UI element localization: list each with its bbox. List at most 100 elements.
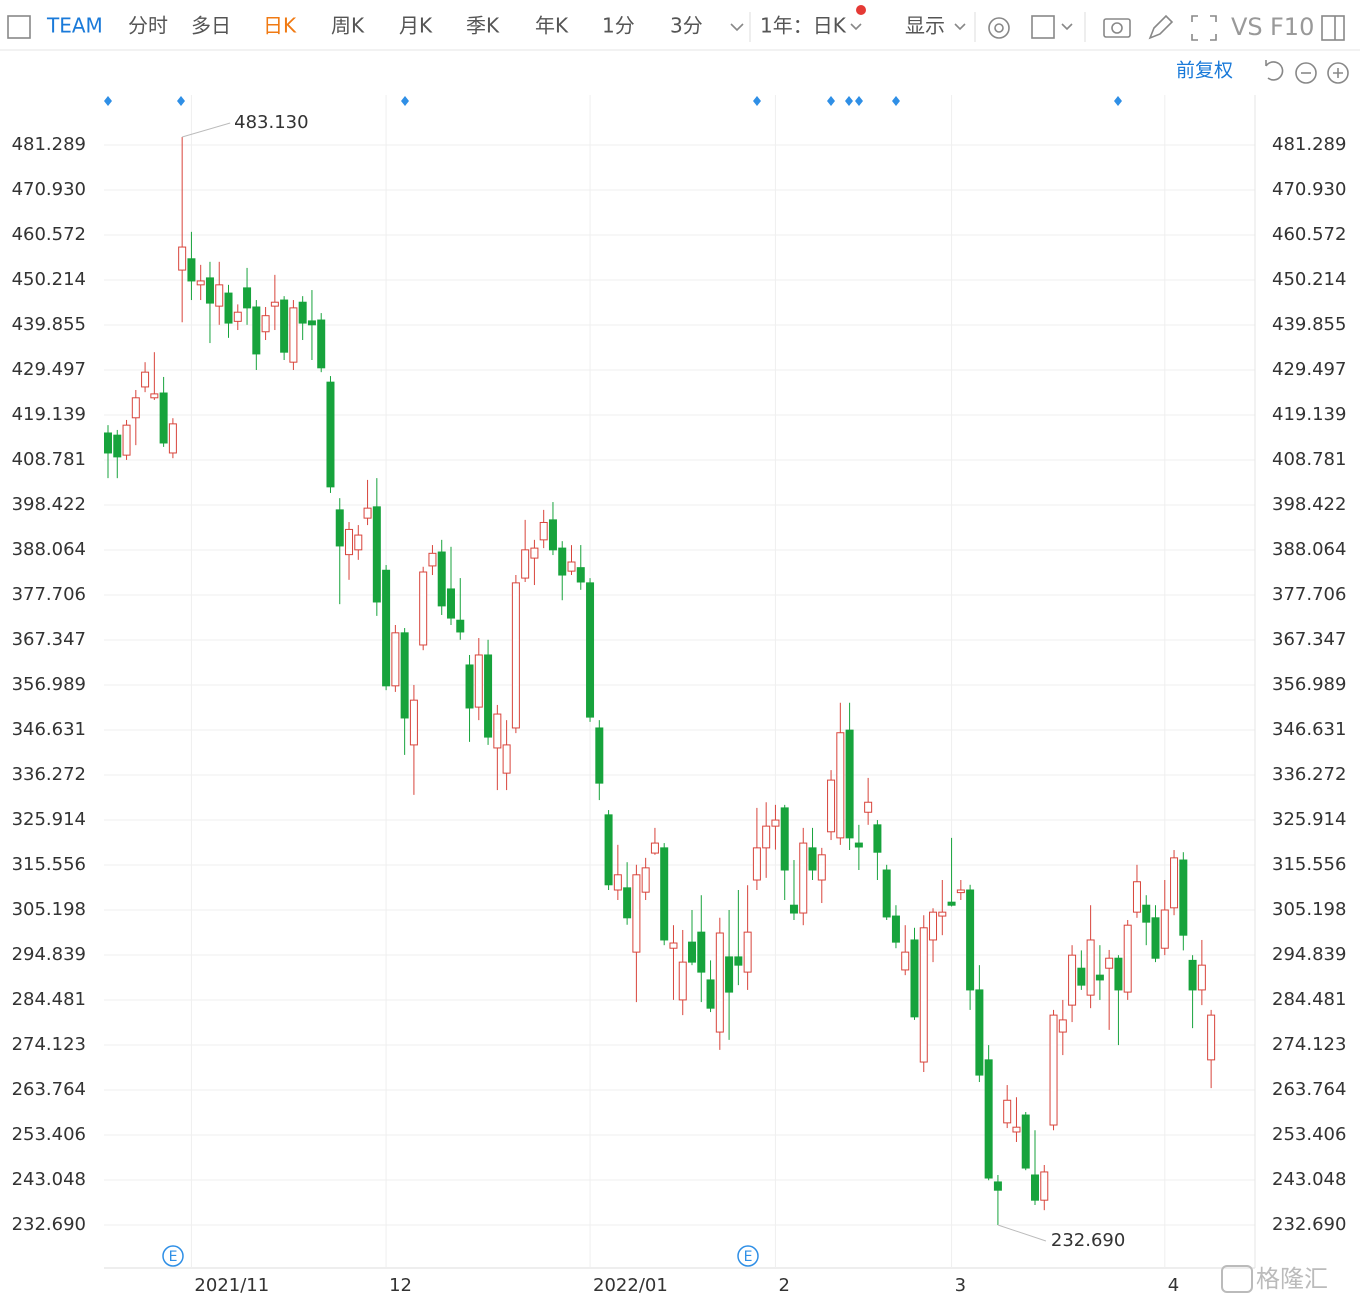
candle-body: [1123, 924, 1132, 993]
candle-body: [891, 915, 900, 943]
y-tick-label-right: 481.289: [1272, 134, 1346, 155]
candle-body: [873, 824, 882, 853]
candle-body: [1086, 939, 1095, 996]
event-flag[interactable]: [753, 96, 761, 106]
candle-body: [372, 506, 381, 603]
candle-body: [168, 423, 177, 454]
sidebar-icon[interactable]: [7, 15, 31, 39]
settings-icon[interactable]: [988, 17, 1010, 39]
symbol[interactable]: TEAM: [46, 14, 103, 38]
candle-body: [1197, 964, 1206, 991]
chevron[interactable]: [954, 23, 966, 31]
candle-body: [938, 911, 947, 917]
event-flag[interactable]: [855, 96, 863, 106]
tab[interactable]: 季K: [466, 14, 500, 38]
camera-icon[interactable]: [1103, 18, 1131, 38]
y-tick-label: 315.556: [12, 854, 86, 875]
candle-body: [1095, 974, 1104, 981]
y-tick-label: 450.214: [12, 269, 86, 290]
y-tick-label-right: 367.347: [1272, 629, 1346, 650]
panel-icon[interactable]: [1321, 15, 1345, 41]
y-tick-label-right: 336.272: [1272, 764, 1346, 785]
tab-active[interactable]: 日K: [263, 14, 297, 38]
chevron[interactable]: [850, 23, 862, 31]
shape-icon[interactable]: [1031, 15, 1055, 39]
y-tick-label: 356.989: [12, 674, 86, 695]
event-flag[interactable]: [827, 96, 835, 106]
candle-body: [799, 842, 808, 914]
candle-body: [910, 939, 919, 1018]
display[interactable]: 显示: [905, 14, 945, 38]
reset-icon[interactable]: [1265, 60, 1284, 81]
y-tick-label: 232.690: [12, 1214, 86, 1235]
watermark-text: 格隆汇: [1256, 1265, 1328, 1293]
tab[interactable]: 多日: [191, 14, 231, 38]
candle-body: [929, 911, 938, 941]
candle-body: [725, 956, 734, 993]
candle-body: [113, 434, 122, 458]
candle-body: [437, 551, 446, 607]
tab[interactable]: 1分: [602, 14, 635, 38]
tab[interactable]: 周K: [331, 14, 365, 38]
candle-body: [141, 371, 150, 388]
event-flag[interactable]: [104, 96, 112, 106]
candle-body: [947, 901, 956, 906]
event-flag[interactable]: [892, 96, 900, 106]
zoom-in-icon[interactable]: [1327, 62, 1349, 84]
candle-body: [604, 814, 613, 886]
period[interactable]: 1年：日K: [760, 14, 847, 38]
earnings-marker[interactable]: [737, 1245, 759, 1267]
y-tick-label: 263.764: [12, 1079, 86, 1100]
candle-body: [493, 713, 502, 749]
tab[interactable]: 3分: [670, 14, 703, 38]
candle-body: [131, 397, 140, 419]
candle-body: [446, 588, 455, 619]
candle-body: [1170, 857, 1179, 909]
y-tick-label: 325.914: [12, 809, 86, 830]
tab[interactable]: 分时: [128, 14, 168, 38]
tab[interactable]: 年K: [535, 14, 569, 38]
chevron[interactable]: [1061, 23, 1073, 31]
x-tick-label: 2: [778, 1275, 789, 1296]
candle-body: [539, 521, 548, 541]
earnings-marker[interactable]: [162, 1245, 184, 1267]
vs[interactable]: VS: [1231, 13, 1263, 41]
candle-body: [409, 699, 418, 746]
candle-body: [345, 528, 354, 556]
candle-body: [864, 801, 873, 813]
y-tick-label: 460.572: [12, 224, 86, 245]
event-flag[interactable]: [1114, 96, 1122, 106]
y-tick-label-right: 232.690: [1272, 1214, 1346, 1235]
candle-body: [104, 432, 112, 454]
candle-body: [465, 664, 474, 709]
y-tick-label: 253.406: [12, 1124, 86, 1145]
zoom-out-icon[interactable]: [1295, 62, 1317, 84]
event-flag[interactable]: [401, 96, 409, 106]
earnings-label: E: [744, 1249, 753, 1265]
event-flag[interactable]: [177, 96, 185, 106]
watermark-logo: [1221, 1265, 1253, 1293]
y-tick-label-right: 419.139: [1272, 404, 1346, 425]
adjust-mode[interactable]: 前复权: [1176, 60, 1233, 82]
fullscreen-icon[interactable]: [1191, 15, 1217, 41]
chevron[interactable]: [730, 23, 744, 32]
candle-body: [669, 942, 678, 949]
candle-body: [845, 729, 854, 839]
event-flag[interactable]: [845, 96, 853, 106]
annotation-leader: [997, 1224, 1047, 1242]
candle-body: [780, 807, 789, 871]
candle-body: [1021, 1114, 1030, 1169]
pen-icon[interactable]: [1148, 14, 1174, 40]
candle-body: [808, 847, 817, 871]
y-tick-label-right: 263.764: [1272, 1079, 1346, 1100]
candle-body: [956, 889, 965, 894]
f10[interactable]: F10: [1270, 13, 1314, 41]
y-tick-label: 367.347: [12, 629, 86, 650]
tab[interactable]: 月K: [399, 14, 433, 38]
candle-body: [122, 424, 131, 456]
notice-dot: [856, 5, 866, 15]
y-tick-label-right: 315.556: [1272, 854, 1346, 875]
candle-body: [1188, 959, 1197, 991]
candle-body: [1003, 1099, 1012, 1124]
y-tick-label-right: 377.706: [1272, 584, 1346, 605]
